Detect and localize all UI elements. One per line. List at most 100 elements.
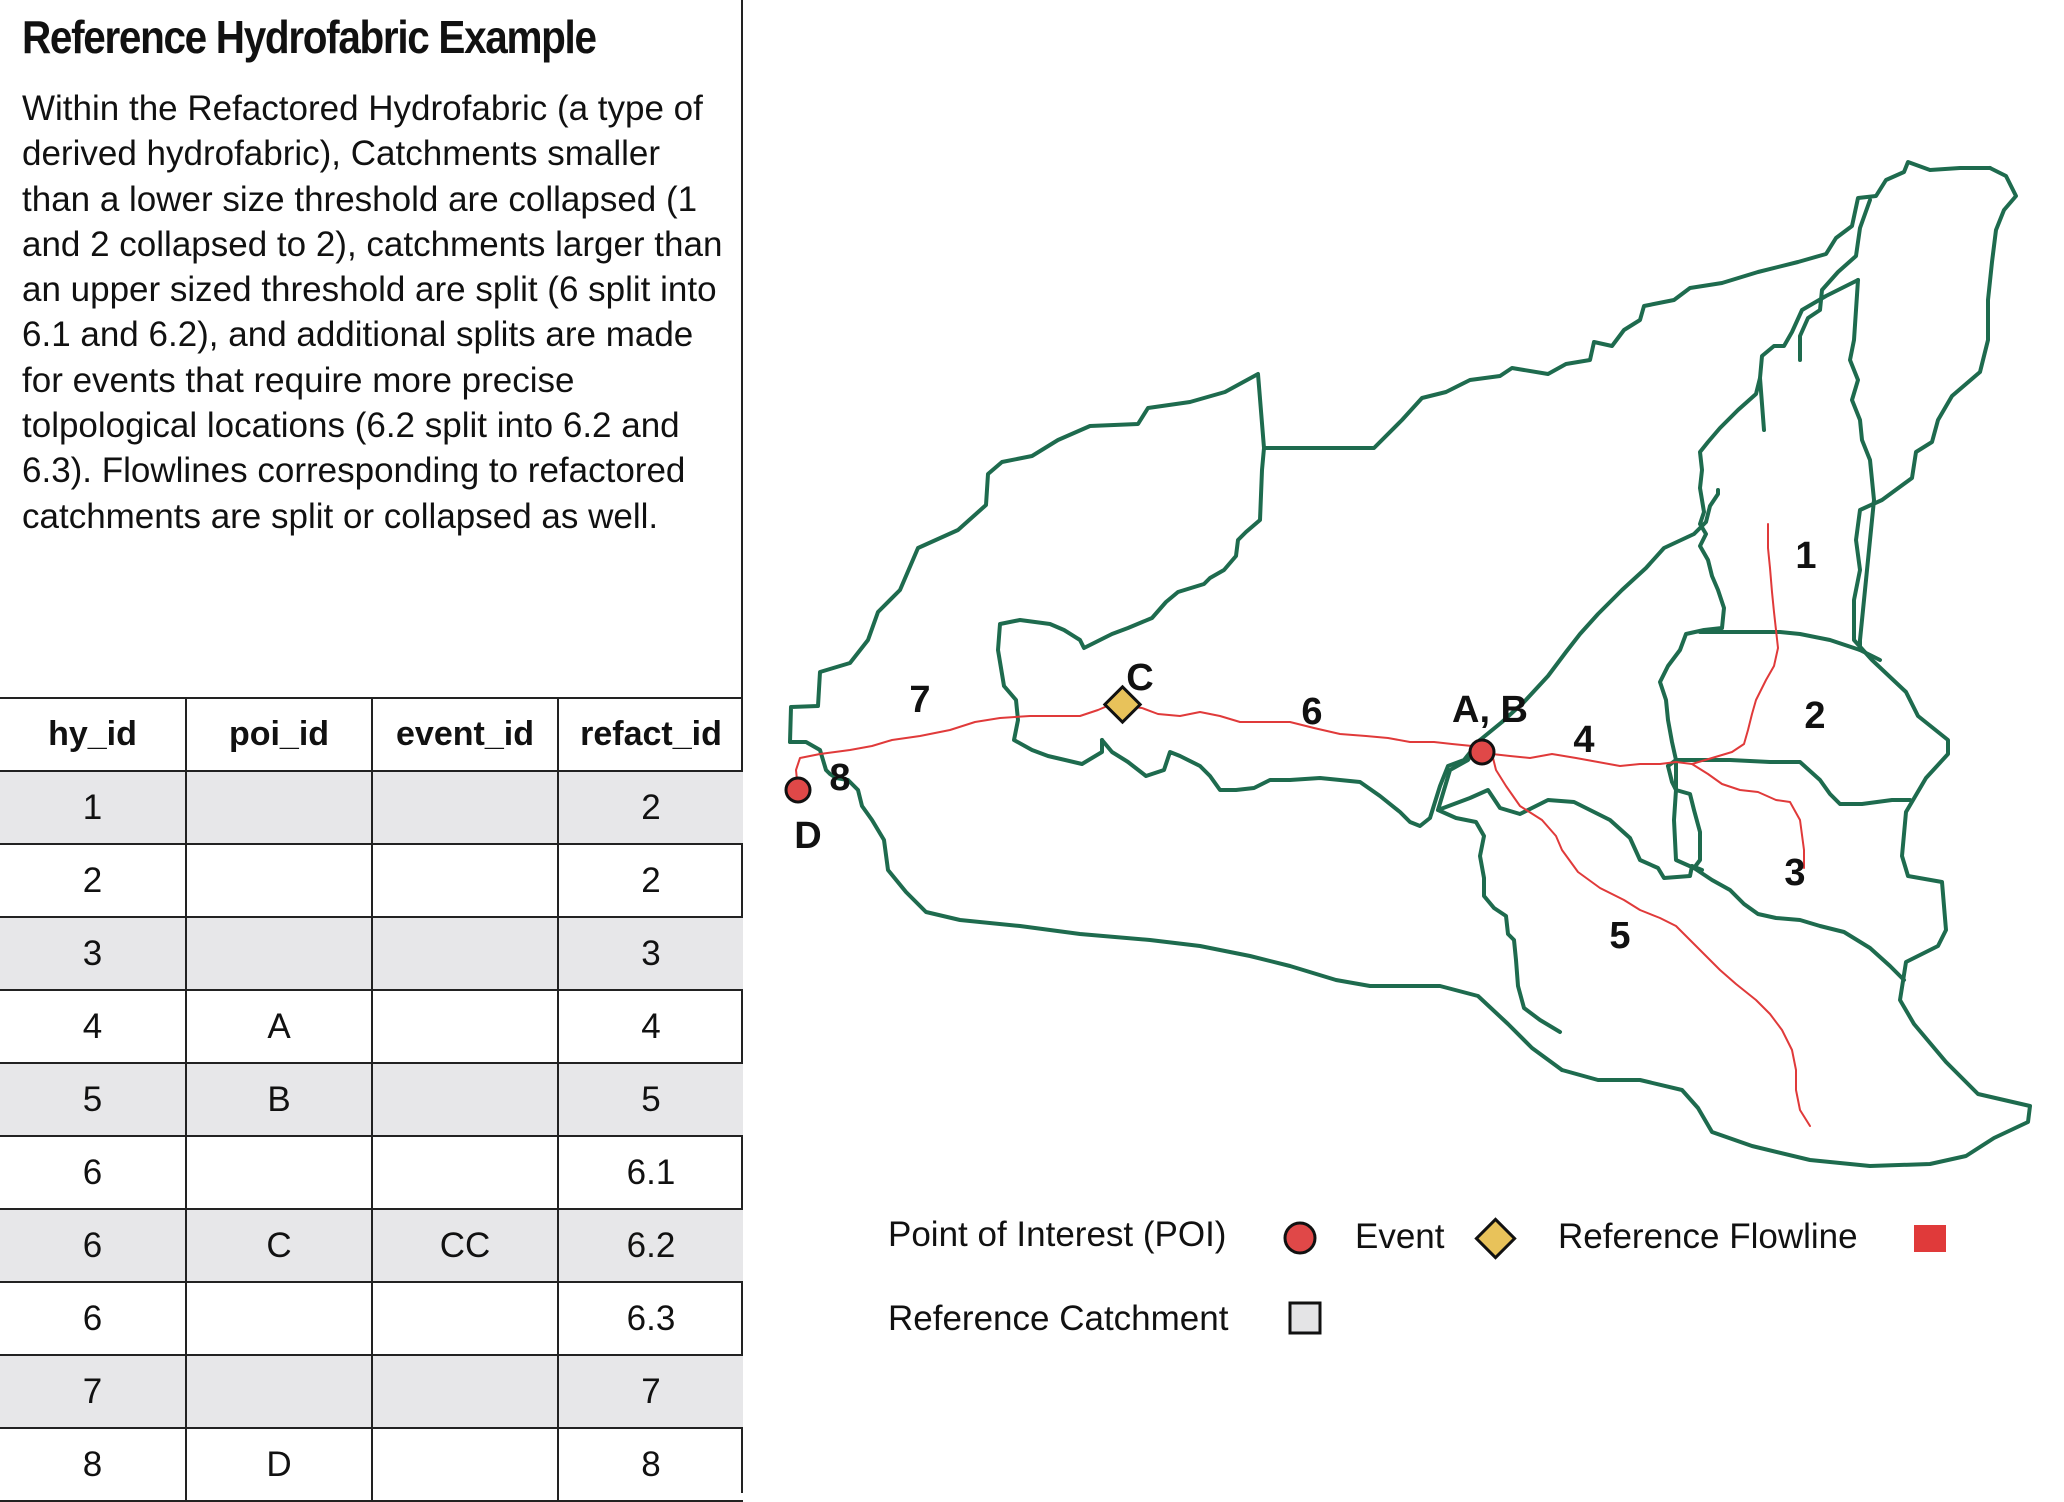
- table-cell-hy-id: 7: [0, 1354, 187, 1429]
- table-cell-refact-id: 3: [557, 916, 743, 991]
- catchment-boundary-13: [1698, 630, 1882, 662]
- event-marker-c: [1102, 684, 1143, 725]
- catchment-boundary-6: [1436, 738, 1704, 880]
- table-cell-refact-id: 6.2: [557, 1208, 743, 1283]
- catchment-boundary-11: [1666, 764, 1702, 870]
- table-cell-refact-id: 5: [557, 1062, 743, 1137]
- flowline-6: [1491, 753, 1811, 1127]
- catchment-boundary-9: [1758, 278, 1860, 432]
- flowline-1: [795, 703, 1125, 791]
- info-panel: Reference Hydrofabric Example Within the…: [0, 0, 743, 1502]
- event-label-c: C: [1126, 657, 1153, 699]
- legend-flowline-icon: [1914, 1225, 1946, 1252]
- catchment-boundary-14: [1848, 278, 1876, 652]
- flowlines: [795, 523, 1811, 1127]
- table-cell-event-id: [371, 989, 559, 1064]
- table-cell-refact-id: 2: [557, 843, 743, 918]
- catchment-boundary-10: [1658, 376, 1762, 768]
- legend-event-label: Event: [1355, 1217, 1445, 1256]
- table-cell-hy-id: 6: [0, 1135, 187, 1210]
- legend-event-icon: [1474, 1217, 1517, 1260]
- catchment-label-7: 7: [909, 679, 930, 721]
- table-cell-hy-id: 5: [0, 1062, 187, 1137]
- table-row: 6 6.1: [0, 1135, 743, 1210]
- table-cell-event-id: [371, 916, 559, 991]
- table-cell-event-id: [371, 1354, 559, 1429]
- table-cell-hy-id: 8: [0, 1427, 187, 1502]
- table-cell-event-id: [371, 770, 559, 845]
- table-cell-event-id: [371, 1281, 559, 1356]
- column-header-refact-id: refact_id: [557, 697, 743, 772]
- catchment-boundaries: [788, 160, 2032, 1168]
- table-cell-refact-id: 6.3: [557, 1281, 743, 1356]
- table-cell-event-id: [371, 1427, 559, 1502]
- catchment-boundary-8: [1478, 488, 1720, 742]
- table-cell-event-id: [371, 843, 559, 918]
- catchment-boundary-1: [788, 160, 1992, 744]
- catchment-boundary-4: [996, 446, 1266, 766]
- table-cell-poi-id: [185, 770, 373, 845]
- catchment-boundary-3: [788, 740, 1564, 1072]
- flowline-3: [1491, 753, 1693, 767]
- column-header-event-id: event_id: [371, 697, 559, 772]
- table-cell-poi-id: D: [185, 1427, 373, 1502]
- table-cell-poi-id: [185, 1281, 373, 1356]
- legend-poi-label: Point of Interest (POI): [888, 1215, 1226, 1254]
- table-cell-hy-id: 1: [0, 770, 187, 845]
- table-cell-refact-id: 6.1: [557, 1135, 743, 1210]
- table-cell-poi-id: A: [185, 989, 373, 1064]
- table-cell-refact-id: 8: [557, 1427, 743, 1502]
- catchment-boundary-15: [1674, 758, 1912, 806]
- flowline-2: [1123, 705, 1493, 755]
- table-cell-poi-id: C: [185, 1208, 373, 1283]
- table-row: 6 6.3: [0, 1281, 743, 1356]
- catchment-label-6: 6: [1301, 691, 1322, 733]
- flowline-5: [1691, 763, 1805, 869]
- poi-marker-d: [784, 776, 812, 804]
- catchment-label-3: 3: [1784, 852, 1805, 894]
- page-title: Reference Hydrofabric Example: [22, 11, 597, 63]
- table-cell-poi-id: [185, 843, 373, 918]
- legend: Point of Interest (POI) Event Reference Fl…: [888, 1215, 1946, 1338]
- catchment-boundary-7: [1436, 808, 1562, 1034]
- table-body: 1 2 2 2 3 3 4 A 4 5 B 5 6 6.1 6 C CC 6.2 6 6.3 7 7 8 D 8: [0, 770, 743, 1502]
- flowline-4: [1691, 523, 1779, 765]
- table-cell-poi-id: [185, 916, 373, 991]
- catchment-boundary-2: [1560, 166, 2032, 1168]
- table-cell-hy-id: 3: [0, 916, 187, 991]
- column-header-poi-id: poi_id: [185, 697, 373, 772]
- description-text: Within the Refactored Hydrofabric (a typ…: [22, 89, 723, 536]
- legend-poi-icon: [1283, 1221, 1317, 1255]
- table-cell-poi-id: [185, 1135, 373, 1210]
- poi-marker-ab: [1468, 738, 1496, 766]
- table-row: 6 C CC 6.2: [0, 1208, 743, 1283]
- poi-label-d: D: [794, 815, 821, 857]
- legend-flowline-label: Reference Flowline: [1558, 1217, 1858, 1256]
- table-cell-poi-id: [185, 1354, 373, 1429]
- table-cell-event-id: CC: [371, 1208, 559, 1283]
- table-cell-hy-id: 2: [0, 843, 187, 918]
- catchment-label-1: 1: [1795, 535, 1816, 577]
- table-cell-refact-id: 2: [557, 770, 743, 845]
- catchment-boundary-16: [1672, 758, 1696, 870]
- table-cell-refact-id: 4: [557, 989, 743, 1064]
- legend-catchment-icon: [1288, 1301, 1322, 1335]
- catchment-label-8: 8: [829, 757, 850, 799]
- catchment-boundary-17: [1692, 866, 1906, 982]
- catchment-label-2: 2: [1804, 695, 1825, 737]
- table-cell-refact-id: 7: [557, 1354, 743, 1429]
- table-header-row: hy_id poi_id event_id refact_id: [0, 697, 743, 772]
- table-cell-poi-id: B: [185, 1062, 373, 1137]
- table-cell-hy-id: 6: [0, 1208, 187, 1283]
- column-header-hy-id: hy_id: [0, 697, 187, 772]
- catchment-label-5: 5: [1609, 915, 1630, 957]
- table-cell-hy-id: 4: [0, 989, 187, 1064]
